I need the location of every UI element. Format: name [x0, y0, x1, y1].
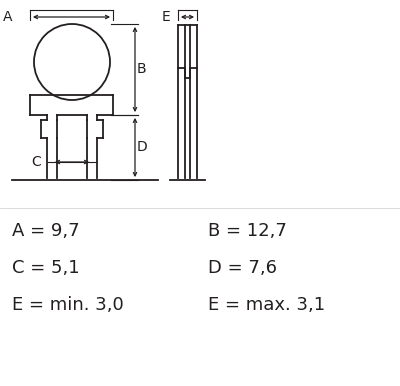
Text: B: B: [137, 62, 147, 76]
Text: A = 9,7: A = 9,7: [12, 222, 80, 240]
Text: B = 12,7: B = 12,7: [208, 222, 287, 240]
Text: D: D: [137, 140, 148, 154]
Text: C: C: [31, 155, 41, 169]
Text: C = 5,1: C = 5,1: [12, 259, 80, 277]
Text: D = 7,6: D = 7,6: [208, 259, 277, 277]
Text: A: A: [3, 10, 13, 24]
Text: E: E: [162, 10, 170, 24]
Text: E = min. 3,0: E = min. 3,0: [12, 296, 124, 314]
Text: E = max. 3,1: E = max. 3,1: [208, 296, 325, 314]
